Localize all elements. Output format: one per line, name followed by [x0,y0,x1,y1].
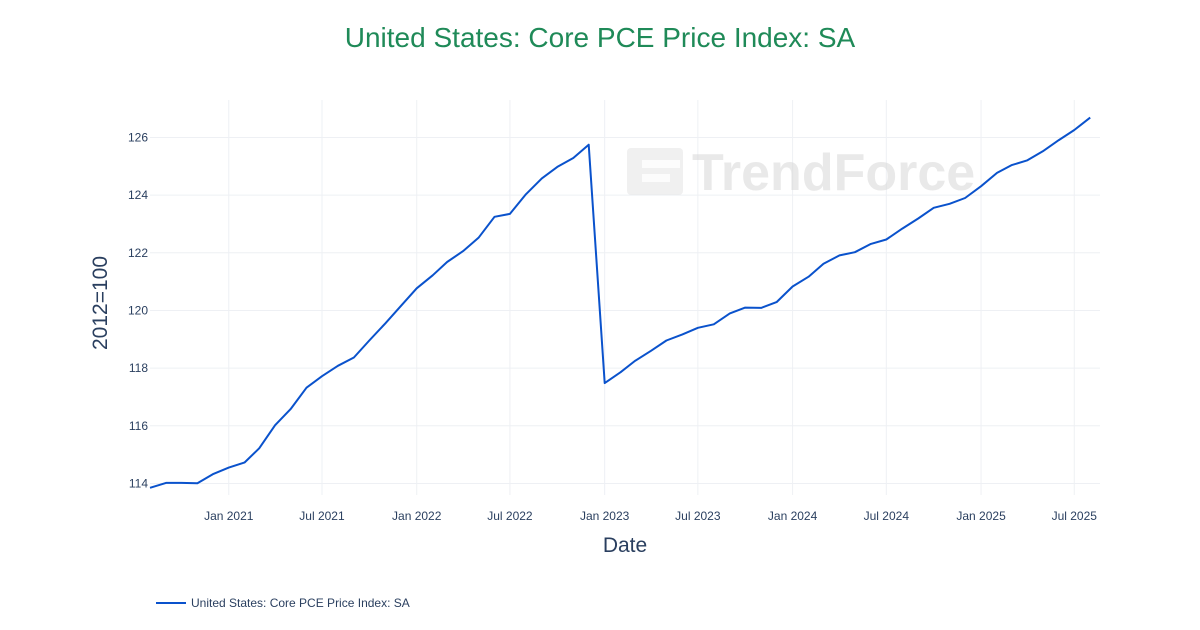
y-axis-title: 2012=100 [89,256,112,350]
data-point[interactable] [648,348,654,354]
data-point[interactable] [727,310,733,316]
data-point[interactable] [663,338,669,344]
x-tick-label: Jul 2021 [299,509,345,523]
data-point[interactable] [539,175,545,181]
chart-title: United States: Core PCE Price Index: SA [344,22,856,53]
data-point[interactable] [319,373,325,379]
x-tick-label: Jul 2025 [1052,509,1098,523]
data-point[interactable] [570,155,576,161]
data-point[interactable] [163,480,169,486]
data-point[interactable] [226,465,232,471]
data-point[interactable] [304,385,310,391]
data-point[interactable] [758,305,764,311]
x-axis-ticks: Jan 2021 Jul 2021 Jan 2022 Jul 2022 Jan 2023… [204,509,1097,523]
data-point[interactable] [178,480,184,486]
series-line[interactable] [149,116,1091,489]
y-tick-label: 126 [128,130,148,144]
data-point[interactable] [414,285,420,291]
data-point[interactable] [632,358,638,364]
data-point[interactable] [695,325,701,331]
data-point[interactable] [507,211,513,217]
data-point[interactable] [1071,127,1077,133]
data-point[interactable] [806,274,812,280]
x-tick-label: Jul 2023 [675,509,721,523]
data-point[interactable] [335,363,341,369]
data-point[interactable] [242,459,248,465]
y-tick-label: 114 [129,476,148,490]
data-point[interactable] [852,249,858,255]
x-tick-label: Jan 2025 [956,509,1006,523]
x-tick-label: Jan 2021 [204,509,254,523]
data-point[interactable] [618,369,624,375]
data-point[interactable] [962,195,968,201]
series-layer [149,115,1093,489]
data-point[interactable] [366,338,372,344]
data-point[interactable] [774,299,780,305]
data-point[interactable] [978,183,984,189]
x-tick-label: Jul 2024 [864,509,910,523]
x-tick-label: Jan 2022 [392,509,442,523]
data-point[interactable] [554,164,560,170]
y-axis-ticks: 114 116 118 120 122 124 126 [128,130,148,490]
legend[interactable]: United States: Core PCE Price Index: SA [156,596,410,610]
data-point[interactable] [351,355,357,361]
x-axis-title: Date [603,534,647,557]
data-point[interactable] [288,406,294,412]
data-point[interactable] [868,241,874,247]
data-point[interactable] [679,331,685,337]
data-point[interactable] [210,471,216,477]
data-point[interactable] [899,226,905,232]
watermark-text: TrendForce [692,144,975,202]
data-point[interactable] [272,422,278,428]
legend-label: United States: Core PCE Price Index: SA [191,596,410,610]
trendforce-logo-icon [627,148,683,195]
data-point[interactable] [837,252,843,258]
data-point[interactable] [430,272,436,278]
data-point[interactable] [602,380,608,386]
x-tick-label: Jan 2023 [580,509,630,523]
data-point[interactable] [1087,115,1093,121]
data-point[interactable] [398,303,404,309]
data-point[interactable] [1056,137,1062,143]
data-point[interactable] [1008,162,1014,168]
data-point[interactable] [586,142,592,148]
y-tick-label: 124 [128,188,148,202]
data-point[interactable] [931,205,937,211]
x-tick-label: Jul 2022 [487,509,533,523]
data-point[interactable] [947,201,953,207]
data-point[interactable] [883,237,889,243]
data-point[interactable] [444,259,450,265]
data-point[interactable] [476,235,482,241]
legend-line-swatch [156,602,186,604]
data-point[interactable] [492,214,498,220]
data-point[interactable] [382,320,388,326]
x-tick-label: Jan 2024 [768,509,818,523]
data-point[interactable] [1040,148,1046,154]
data-point[interactable] [790,284,796,290]
data-point[interactable] [256,445,262,451]
data-point[interactable] [523,191,529,197]
data-point[interactable] [821,261,827,267]
y-tick-label: 116 [129,419,148,433]
data-point[interactable] [460,248,466,254]
y-tick-label: 120 [128,303,148,317]
y-tick-label: 118 [129,361,148,375]
data-point[interactable] [742,305,748,311]
data-point[interactable] [915,216,921,222]
data-point[interactable] [711,321,717,327]
data-point[interactable] [994,170,1000,176]
data-point[interactable] [194,480,200,486]
watermark: TrendForce [627,144,975,202]
y-tick-label: 122 [128,246,148,260]
data-point[interactable] [1024,157,1030,163]
